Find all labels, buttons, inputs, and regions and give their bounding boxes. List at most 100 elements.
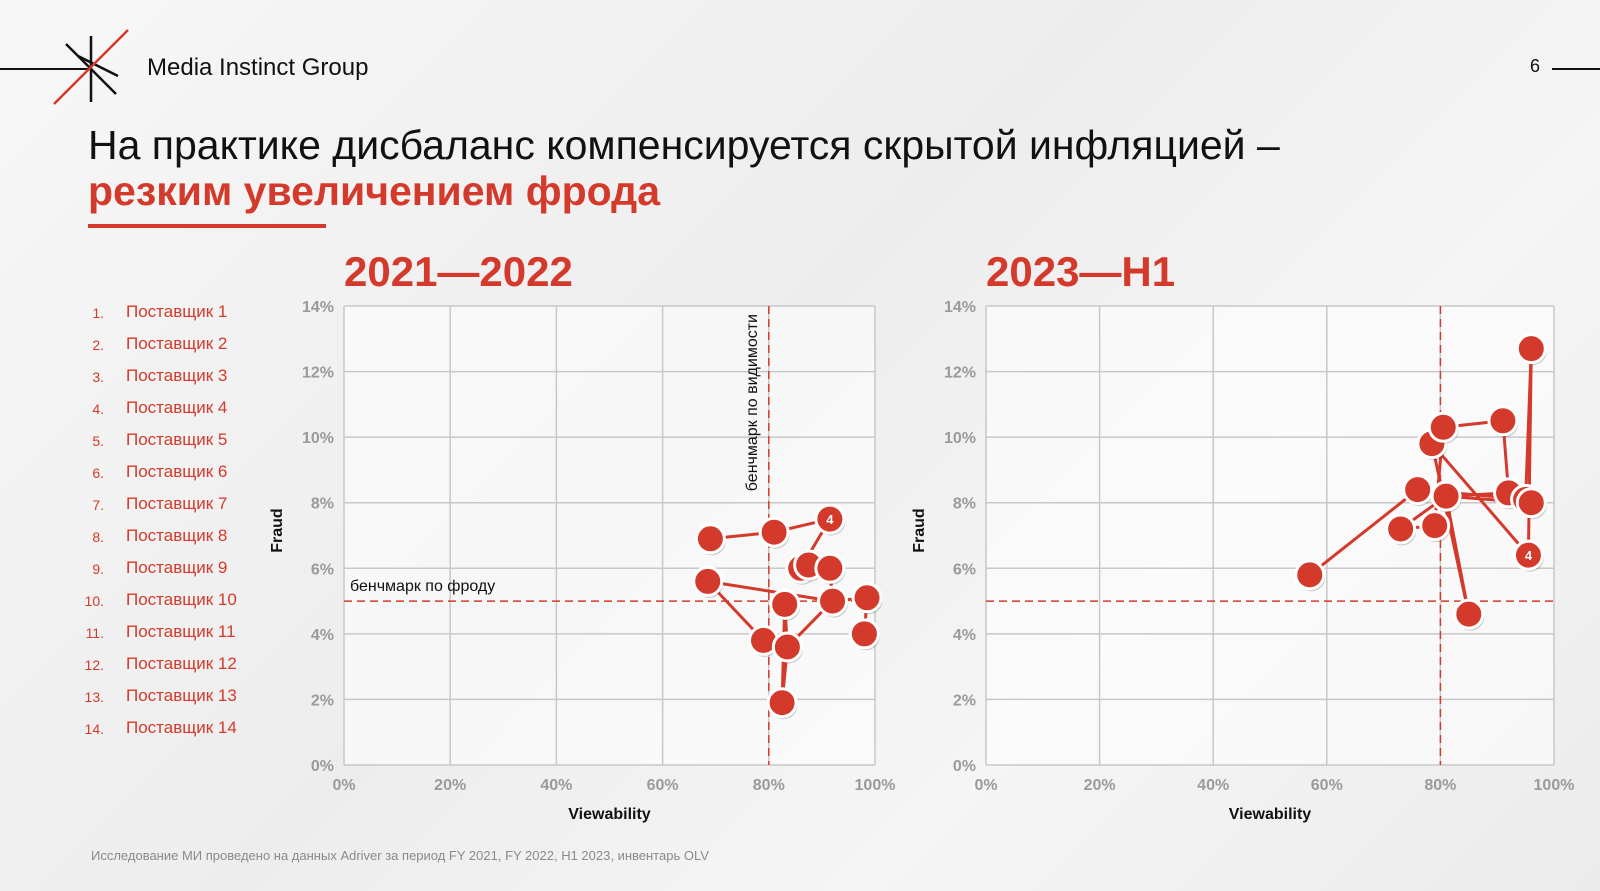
legend-label: Поставщик 7	[126, 494, 228, 513]
footnote: Исследование МИ проведено на данных Adri…	[91, 848, 709, 863]
data-point	[1427, 411, 1459, 443]
y-tick-label: 6%	[953, 561, 976, 578]
chart-title: 2021—2022	[344, 248, 573, 295]
y-tick-label: 12%	[302, 365, 334, 382]
chart-1: 2021—2022 0% 20% 40% 60% 80% 100% 0% 2% 4% 6% 8% 10%…	[269, 248, 895, 823]
y-tick-label: 2%	[953, 692, 976, 709]
chart-title: 2023—H1	[986, 248, 1175, 295]
data-point	[1515, 333, 1547, 365]
x-axis-label: Viewability	[568, 806, 651, 823]
data-point	[1294, 559, 1326, 591]
legend-number: 12.	[84, 657, 104, 673]
x-axis-label: Viewability	[1229, 806, 1312, 823]
y-axis-label: Fraud	[269, 508, 286, 552]
legend-number: 10.	[84, 593, 104, 609]
data-point	[851, 582, 883, 614]
x-tick-label: 60%	[647, 777, 679, 794]
point-label: 4	[1525, 548, 1533, 563]
y-tick-label: 10%	[944, 430, 976, 447]
x-tick-label: 20%	[434, 777, 466, 794]
y-tick-label: 2%	[311, 692, 334, 709]
legend-number: 4.	[92, 401, 104, 417]
benchmark-viewability-label: бенчмарк по видимости	[744, 314, 761, 491]
y-axis-label: Fraud	[911, 508, 928, 552]
legend-number: 11.	[85, 625, 104, 641]
x-tick-label: 40%	[1197, 777, 1229, 794]
logo-line-left	[0, 68, 92, 70]
benchmark-fraud-label: бенчмарк по фроду	[350, 578, 495, 595]
brand-name: Media Instinct Group	[147, 54, 369, 81]
y-tick-label: 14%	[302, 299, 334, 316]
legend-label: Поставщик 10	[126, 590, 237, 609]
data-point	[766, 687, 798, 719]
data-point	[1385, 513, 1417, 545]
page-title: На практике дисбаланс компенсируется скр…	[88, 122, 1280, 168]
legend-number: 2.	[92, 337, 104, 353]
page-title-accent: резким увеличением фрода	[88, 168, 660, 214]
data-point	[1419, 510, 1451, 542]
data-point	[817, 585, 849, 617]
x-tick-label: 40%	[540, 777, 572, 794]
y-tick-label: 12%	[944, 365, 976, 382]
data-point	[758, 516, 790, 548]
legend-number: 7.	[92, 497, 104, 513]
series-path	[706, 517, 869, 705]
legend-label: Поставщик 1	[126, 302, 228, 321]
data-point	[814, 552, 846, 584]
legend-label: Поставщик 11	[126, 622, 236, 641]
y-tick-label: 6%	[311, 561, 334, 578]
data-point	[771, 631, 803, 663]
x-tick-label: 100%	[855, 777, 896, 794]
chart-2: 2023—H1 0% 20% 40% 60% 80% 100% 0% 2% 4% 6% 8% 10% 12…	[911, 248, 1574, 823]
data-point	[1402, 474, 1434, 506]
x-tick-label: 80%	[1424, 777, 1456, 794]
y-tick-label: 8%	[311, 496, 334, 513]
y-tick-label: 10%	[302, 430, 334, 447]
y-tick-label: 8%	[953, 496, 976, 513]
y-tick-label: 4%	[953, 627, 976, 644]
x-tick-label: 100%	[1534, 777, 1575, 794]
data-point	[814, 503, 846, 535]
data-point	[1512, 539, 1544, 571]
legend-number: 8.	[92, 529, 104, 545]
legend-label: Поставщик 8	[126, 526, 228, 545]
title-underline	[88, 224, 326, 228]
data-point	[692, 565, 724, 597]
legend-label: Поставщик 5	[126, 430, 228, 449]
plot-area	[986, 306, 1554, 765]
y-tick-label: 4%	[311, 627, 334, 644]
y-tick-label: 0%	[311, 758, 334, 775]
x-tick-label: 80%	[753, 777, 785, 794]
legend-number: 13.	[84, 689, 104, 705]
data-point	[1453, 598, 1485, 630]
legend-label: Поставщик 14	[126, 718, 237, 737]
data-point	[848, 618, 880, 650]
legend-number: 1.	[92, 305, 104, 321]
x-tick-label: 0%	[332, 777, 355, 794]
y-tick-label: 0%	[953, 758, 976, 775]
data-point	[769, 588, 801, 620]
legend-label: Поставщик 9	[126, 558, 228, 577]
data-point	[694, 523, 726, 555]
data-point	[1515, 487, 1547, 519]
legend-number: 14.	[84, 721, 104, 737]
legend-label: Поставщик 4	[126, 398, 228, 417]
legend-label: Поставщик 12	[126, 654, 237, 673]
x-tick-label: 0%	[974, 777, 997, 794]
logo-star-icon	[53, 29, 129, 105]
x-tick-label: 60%	[1311, 777, 1343, 794]
legend-number: 6.	[92, 465, 104, 481]
page-number: 6	[1530, 56, 1541, 76]
legend-number: 3.	[92, 369, 104, 385]
legend-label: Поставщик 13	[126, 686, 237, 705]
y-tick-label: 14%	[944, 299, 976, 316]
data-point	[1487, 405, 1519, 437]
legend-label: Поставщик 3	[126, 366, 228, 385]
legend-label: Поставщик 2	[126, 334, 228, 353]
x-tick-label: 20%	[1084, 777, 1116, 794]
data-point	[1430, 480, 1462, 512]
legend-label: Поставщик 6	[126, 462, 228, 481]
legend-number: 9.	[92, 561, 104, 577]
point-label: 4	[826, 512, 834, 527]
